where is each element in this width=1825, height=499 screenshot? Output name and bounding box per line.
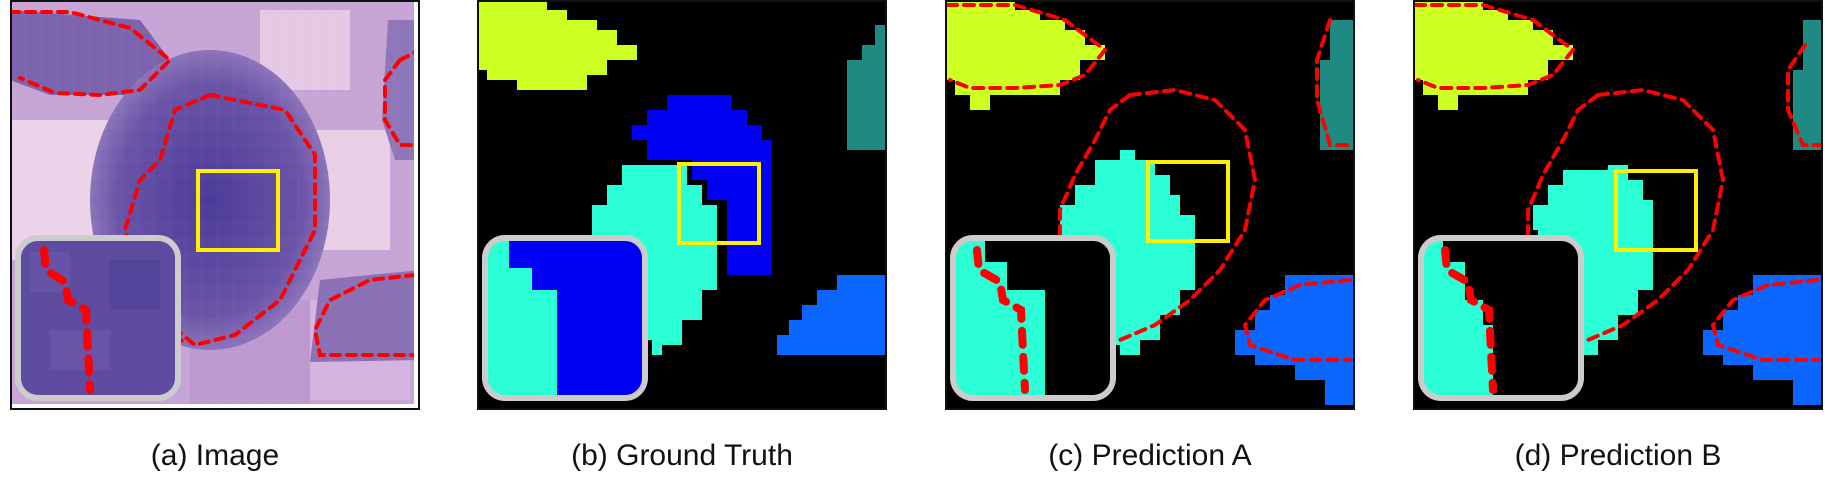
boundary-dashes [945, 3, 1355, 362]
zoom-inset [950, 235, 1116, 401]
histology-image-canvas [10, 0, 420, 410]
ground-truth-mask [477, 0, 887, 410]
caption-image: (a) Image [150, 439, 280, 472]
caption-ground-truth: (b) Ground Truth [571, 439, 793, 472]
zoom-box [1614, 169, 1698, 252]
prediction-b-mask [1413, 0, 1823, 410]
caption-prediction-b: (d) Prediction B [1514, 439, 1722, 472]
histology-image [10, 0, 420, 410]
panel-prediction-a: (c) Prediction A [945, 0, 1355, 499]
panel-image: (a) Image [10, 0, 420, 499]
boundary-dashes [1413, 3, 1823, 362]
zoom-inset [482, 235, 648, 401]
prediction-b-canvas [1413, 0, 1823, 410]
prediction-a-canvas [945, 0, 1355, 410]
ground-truth-canvas [477, 0, 887, 410]
image-border [10, 0, 420, 410]
zoom-box [1146, 160, 1230, 243]
zoom-box [677, 162, 761, 245]
zoom-inset [15, 235, 181, 401]
prediction-a-mask [945, 0, 1355, 410]
boundary-dashes [12, 10, 414, 357]
zoom-inset [1418, 235, 1584, 401]
caption-prediction-a: (c) Prediction A [1048, 439, 1252, 472]
panel-ground-truth: (b) Ground Truth [477, 0, 887, 499]
zoom-box [196, 169, 280, 252]
panel-prediction-b: (d) Prediction B [1413, 0, 1823, 499]
